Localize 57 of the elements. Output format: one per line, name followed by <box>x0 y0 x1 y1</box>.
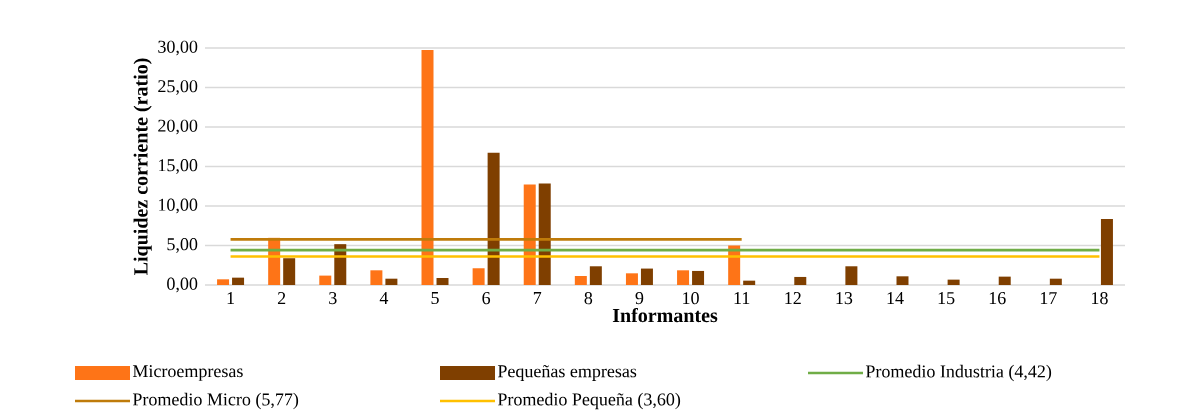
y-tick-label: 20,00 <box>158 119 198 135</box>
x-tick-label: 16 <box>989 292 1006 305</box>
bar <box>998 276 1011 286</box>
x-tick-label: 6 <box>482 292 491 305</box>
x-tick-label: 10 <box>683 292 699 305</box>
y-tick-label: 5,00 <box>167 238 198 253</box>
bar <box>743 280 756 286</box>
bar <box>794 276 807 286</box>
bar <box>385 278 398 286</box>
bar <box>947 279 960 286</box>
x-tick-label: 5 <box>431 292 439 305</box>
bar <box>692 270 705 286</box>
y-tick-label: 30,00 <box>158 40 198 56</box>
y-tick-label: 15,00 <box>159 159 198 174</box>
y-axis-title: Liquidez corriente (ratio) <box>133 58 152 276</box>
x-tick-label: 11 <box>734 292 750 304</box>
x-tick-label: 18 <box>1092 292 1108 305</box>
legend-label: Pequeñas empresas <box>497 365 637 381</box>
x-axis-title: Informantes <box>612 307 718 323</box>
x-tick-label: 13 <box>836 292 853 305</box>
legend-label: Promedio Micro (5,77) <box>132 392 299 410</box>
bar <box>487 152 500 286</box>
bar <box>589 266 602 286</box>
x-tick-label: 15 <box>938 292 955 305</box>
legend-label: Microempresas <box>132 365 243 381</box>
x-tick-label: 3 <box>329 292 337 305</box>
bar <box>677 270 690 286</box>
bar <box>370 270 383 286</box>
bar <box>1049 278 1062 286</box>
x-tick-label: 17 <box>1040 292 1057 304</box>
x-tick-label: 7 <box>533 292 542 304</box>
x-tick-label: 9 <box>635 292 644 305</box>
bar <box>319 275 332 286</box>
bar <box>574 276 587 286</box>
bar <box>283 258 296 286</box>
bar <box>845 266 858 286</box>
bar <box>625 273 638 286</box>
bar <box>472 268 485 286</box>
x-tick-label: 14 <box>887 292 904 304</box>
x-tick-label: 12 <box>785 292 801 304</box>
bar <box>421 49 434 286</box>
x-tick-label: 1 <box>227 292 234 304</box>
bar <box>436 277 449 286</box>
bar <box>232 277 245 286</box>
x-tick-label: 8 <box>584 292 593 305</box>
y-tick-label: 25,00 <box>158 80 198 95</box>
x-tick-label: 2 <box>277 292 286 304</box>
legend-label: Promedio Industria (4,42) <box>865 364 1052 382</box>
bar <box>896 276 909 286</box>
y-tick-label: 0,00 <box>167 277 198 293</box>
y-tick-label: 10,00 <box>159 198 198 214</box>
bar <box>640 268 653 286</box>
x-tick-label: 4 <box>379 292 389 304</box>
bar <box>217 279 230 286</box>
legend-label: Promedio Pequeña (3,60) <box>497 392 681 410</box>
bar <box>523 184 536 286</box>
bar <box>1100 219 1113 286</box>
